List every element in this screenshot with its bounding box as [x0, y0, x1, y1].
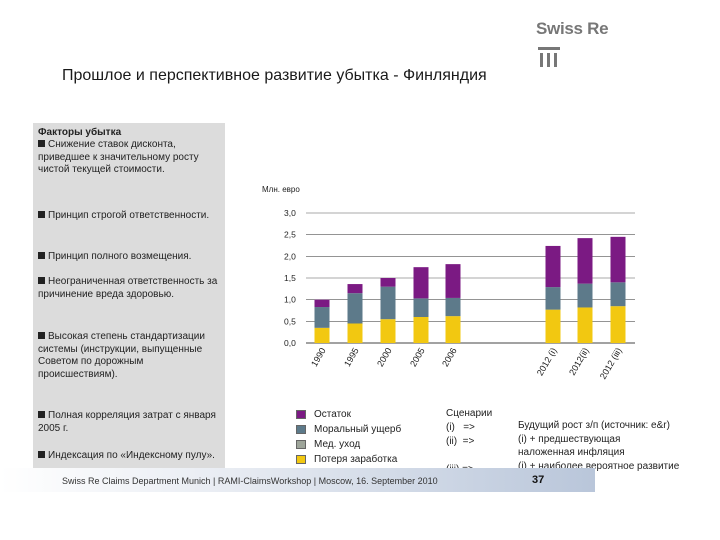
bar-segment [314, 327, 330, 343]
x-tick-label: 2012 (i) [535, 346, 559, 377]
y-tick-label: 1,0 [284, 295, 296, 305]
bar-segment [545, 245, 561, 288]
y-tick-label: 0,5 [284, 316, 296, 326]
scenario-ii: (ii) => [446, 436, 475, 447]
future-line-2: (i) + предшествующая [518, 433, 621, 445]
bar-segment [413, 298, 429, 317]
legend-item-med: Мед. уход [296, 437, 401, 452]
legend-item-ostatok: Остаток [296, 407, 401, 422]
legend-item-moral: Моральный ущерб [296, 422, 401, 437]
brand-logo-text: Swiss Re [536, 19, 609, 38]
legend-item-loss: Потеря заработка [296, 452, 401, 467]
bullet-square-icon [38, 451, 45, 458]
footer-text: Swiss Re Claims Department Munich | RAMI… [62, 476, 438, 486]
y-tick-label: 0,0 [284, 338, 296, 348]
bar-segment [347, 284, 363, 294]
y-tick-label: 2,5 [284, 230, 296, 240]
scenario-i: (i) => [446, 422, 475, 433]
x-tick-label: 2012 (iii) [598, 346, 624, 381]
bar-segment [545, 309, 561, 343]
factor-item: Полная корреляция затрат с января 2005 г… [38, 410, 216, 434]
factor-item: Индексация по «Индексному пулу». [38, 450, 218, 463]
y-tick-label: 3,0 [284, 208, 296, 218]
bar-segment [380, 286, 396, 320]
bullet-square-icon [38, 411, 45, 418]
bar-segment [380, 278, 396, 287]
y-tick-label: 1,5 [284, 273, 296, 283]
chart-legend: Остаток Моральный ущерб Мед. уход Потеря… [296, 407, 401, 467]
scenarios-block: Сценарии (i) => (ii) => (iii) => [446, 407, 492, 477]
scenarios-title: Сценарии [446, 408, 493, 419]
bar-segment [610, 282, 626, 307]
legend-swatch [296, 440, 306, 449]
legend-swatch [296, 425, 306, 434]
bar-segment [314, 307, 330, 328]
x-tick-label: 2005 [408, 346, 427, 368]
bar-segment [314, 299, 330, 308]
bullet-square-icon [38, 277, 45, 284]
bar-segment [445, 316, 461, 343]
page-title: Прошлое и перспективное развитие убытка … [62, 67, 487, 84]
bar-segment [413, 317, 429, 343]
legend-swatch [296, 455, 306, 464]
bar-segment [347, 323, 363, 343]
factor-item: Принцип строгой ответственности. [38, 210, 218, 223]
bar-segment [577, 238, 593, 284]
y-tick-label: 2,0 [284, 251, 296, 261]
bar-segment [413, 267, 429, 299]
future-line-1: Будущий рост з/п (источник: e&r) [518, 420, 670, 431]
bar-segment [610, 306, 626, 343]
factor-item: Принцип полного возмещения. [38, 251, 218, 264]
x-tick-label: 1995 [342, 346, 361, 368]
bar-segment [445, 297, 461, 317]
future-line-4: (i) + наиболее вероятное развитие [518, 460, 680, 472]
factor-item: Неограниченная ответственность за причин… [38, 276, 218, 300]
page-number: 37 [532, 474, 545, 486]
bar-segment [380, 319, 396, 343]
bar-segment [610, 236, 626, 283]
legend-swatch [296, 410, 306, 419]
bullet-square-icon [38, 140, 45, 147]
loss-factors-panel: Факторы убытка Снижение ставок дисконта,… [33, 123, 225, 479]
future-growth-block: Будущий рост з/п (источник: e&r) (i) + п… [518, 419, 679, 473]
bar-segment [445, 264, 461, 298]
brand-logo-icon [538, 47, 560, 67]
footer-bar [0, 468, 595, 492]
x-tick-label: 2006 [440, 346, 459, 368]
factor-item: Высокая степень стандартизации системы (… [38, 331, 205, 380]
loss-factors-heading: Факторы убытка [38, 127, 122, 138]
bar-segment [577, 283, 593, 308]
bar-segment [545, 287, 561, 310]
bar-segment [347, 293, 363, 324]
bullet-square-icon [38, 332, 45, 339]
x-tick-label: 2000 [375, 346, 394, 368]
future-line-3: наложенная инфляция [518, 447, 625, 458]
chart-unit-label: Млн. евро [262, 185, 300, 194]
x-tick-label: 1990 [309, 346, 328, 368]
bullet-square-icon [38, 211, 45, 218]
bullet-square-icon [38, 252, 45, 259]
factor-item: Снижение ставок дисконта, приведшее к зн… [38, 139, 199, 175]
bar-segment [577, 307, 593, 343]
x-tick-label: 2012(ii) [567, 346, 591, 377]
